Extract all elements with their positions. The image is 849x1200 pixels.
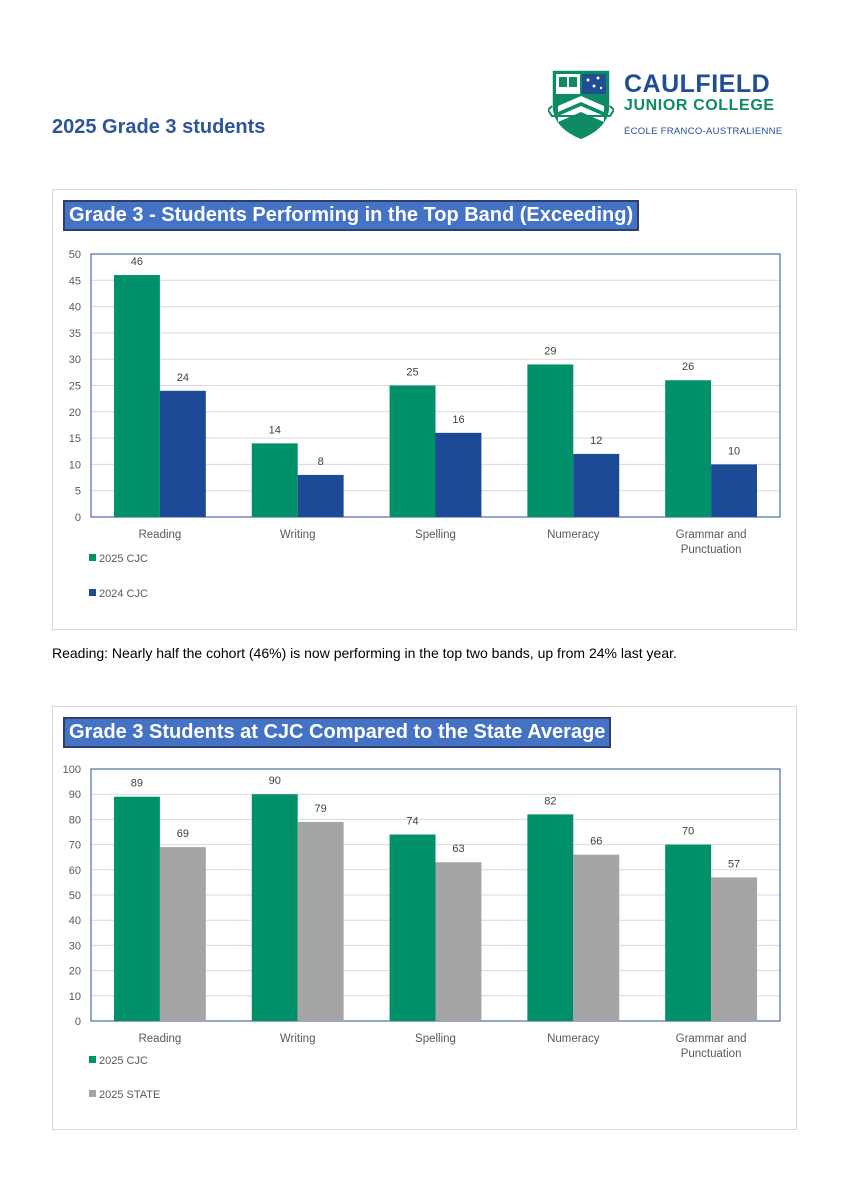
data-label: 8 bbox=[318, 456, 324, 468]
bar bbox=[665, 844, 712, 1021]
legend-label: 2025 STATE bbox=[99, 1089, 160, 1101]
bar bbox=[665, 380, 712, 517]
page-heading: 2025 Grade 3 students bbox=[52, 116, 266, 138]
legend-label: 2025 CJC bbox=[99, 553, 148, 565]
data-label: 89 bbox=[131, 778, 143, 790]
bar bbox=[159, 847, 206, 1021]
bar bbox=[573, 453, 620, 517]
y-tick-label: 30 bbox=[69, 940, 81, 952]
x-tick-label: Grammar and bbox=[676, 529, 747, 541]
bar bbox=[389, 834, 436, 1021]
chart-title: Grade 3 Students at CJC Compared to the … bbox=[63, 717, 612, 748]
data-label: 69 bbox=[177, 828, 189, 840]
chart-top-band-svg: 0 5 10 15 20 25 30 35 40 45 50 46 24 Reading 14 8 Writin… bbox=[69, 249, 781, 600]
x-tick-label: Writing bbox=[280, 1033, 316, 1045]
bar bbox=[435, 862, 482, 1021]
crest-icon bbox=[548, 69, 614, 141]
y-tick-label: 0 bbox=[75, 512, 81, 524]
data-label: 82 bbox=[544, 795, 556, 807]
data-label: 14 bbox=[269, 424, 281, 436]
data-label: 74 bbox=[406, 816, 418, 828]
x-tick-label: Punctuation bbox=[681, 1048, 742, 1060]
y-tick-label: 5 bbox=[75, 486, 81, 498]
bar bbox=[159, 390, 206, 517]
data-label: 16 bbox=[452, 414, 464, 426]
logo-line-2: JUNIOR COLLEGE bbox=[624, 97, 775, 114]
bar bbox=[711, 464, 758, 517]
y-tick-label: 60 bbox=[69, 865, 81, 877]
y-tick-label: 30 bbox=[69, 354, 81, 366]
chart-state-comparison-svg: 0 10 20 30 40 50 60 70 80 90 100 89 69 Reading 90 79 Wri… bbox=[63, 764, 781, 1101]
x-tick-label: Writing bbox=[280, 529, 316, 541]
y-tick-label: 10 bbox=[69, 459, 81, 471]
y-tick-label: 20 bbox=[69, 407, 81, 419]
legend-label: 2024 CJC bbox=[99, 588, 148, 600]
y-tick-label: 100 bbox=[63, 764, 81, 776]
y-tick-label: 40 bbox=[69, 915, 81, 927]
data-label: 10 bbox=[728, 445, 740, 457]
y-tick-label: 35 bbox=[69, 328, 81, 340]
chart-top-band: 0 5 10 15 20 25 30 35 40 45 50 46 24 Reading 14 8 Writin… bbox=[52, 189, 797, 630]
x-tick-label: Grammar and bbox=[676, 1033, 747, 1045]
data-label: 90 bbox=[269, 775, 281, 787]
y-tick-label: 15 bbox=[69, 433, 81, 445]
y-tick-label: 0 bbox=[75, 1016, 81, 1028]
chart-title: Grade 3 - Students Performing in the Top… bbox=[63, 200, 640, 231]
data-label: 63 bbox=[452, 843, 464, 855]
bar bbox=[251, 794, 298, 1021]
data-label: 79 bbox=[315, 803, 327, 815]
x-tick-label: Numeracy bbox=[547, 1033, 600, 1045]
legend-label: 2025 CJC bbox=[99, 1055, 148, 1067]
y-tick-label: 10 bbox=[69, 991, 81, 1003]
legend-swatch bbox=[89, 554, 96, 561]
x-tick-label: Spelling bbox=[415, 1033, 456, 1045]
y-tick-label: 80 bbox=[69, 814, 81, 826]
x-tick-label: Reading bbox=[138, 529, 181, 541]
data-label: 57 bbox=[728, 858, 740, 870]
x-tick-label: Reading bbox=[138, 1033, 181, 1045]
bar bbox=[113, 796, 160, 1021]
y-tick-label: 90 bbox=[69, 789, 81, 801]
data-label: 66 bbox=[590, 836, 602, 848]
data-label: 29 bbox=[544, 345, 556, 357]
y-tick-label: 40 bbox=[69, 302, 81, 314]
legend-swatch bbox=[89, 1056, 96, 1063]
bar bbox=[113, 275, 160, 517]
bar bbox=[711, 877, 758, 1021]
y-tick-label: 45 bbox=[69, 275, 81, 287]
data-label: 26 bbox=[682, 361, 694, 373]
x-tick-label: Punctuation bbox=[681, 544, 742, 556]
y-tick-label: 50 bbox=[69, 890, 81, 902]
bar bbox=[297, 821, 344, 1021]
bar bbox=[573, 854, 620, 1021]
bar bbox=[251, 443, 298, 517]
x-tick-label: Spelling bbox=[415, 529, 456, 541]
x-tick-label: Numeracy bbox=[547, 529, 600, 541]
data-label: 70 bbox=[682, 826, 694, 838]
bar bbox=[527, 364, 574, 517]
legend-swatch bbox=[89, 1090, 96, 1097]
logo-line-3: ÉCOLE FRANCO-AUSTRALIENNE bbox=[624, 126, 783, 137]
data-label: 12 bbox=[590, 435, 602, 447]
data-label: 24 bbox=[177, 372, 189, 384]
chart-state-comparison: 0 10 20 30 40 50 60 70 80 90 100 89 69 Reading 90 79 Wri… bbox=[52, 706, 797, 1130]
college-logo: CAULFIELD JUNIOR COLLEGE ÉCOLE FRANCO-AU… bbox=[548, 66, 788, 146]
y-tick-label: 20 bbox=[69, 966, 81, 978]
bar bbox=[527, 814, 574, 1021]
data-label: 25 bbox=[406, 367, 418, 379]
y-tick-label: 70 bbox=[69, 840, 81, 852]
legend-swatch bbox=[89, 589, 96, 596]
bar bbox=[389, 385, 436, 517]
reading-caption: Reading: Nearly half the cohort (46%) is… bbox=[52, 645, 677, 661]
y-tick-label: 50 bbox=[69, 249, 81, 261]
y-tick-label: 25 bbox=[69, 381, 81, 393]
data-label: 46 bbox=[131, 256, 143, 268]
logo-line-1: CAULFIELD bbox=[624, 70, 771, 98]
bar bbox=[297, 474, 344, 517]
bar bbox=[435, 432, 482, 517]
